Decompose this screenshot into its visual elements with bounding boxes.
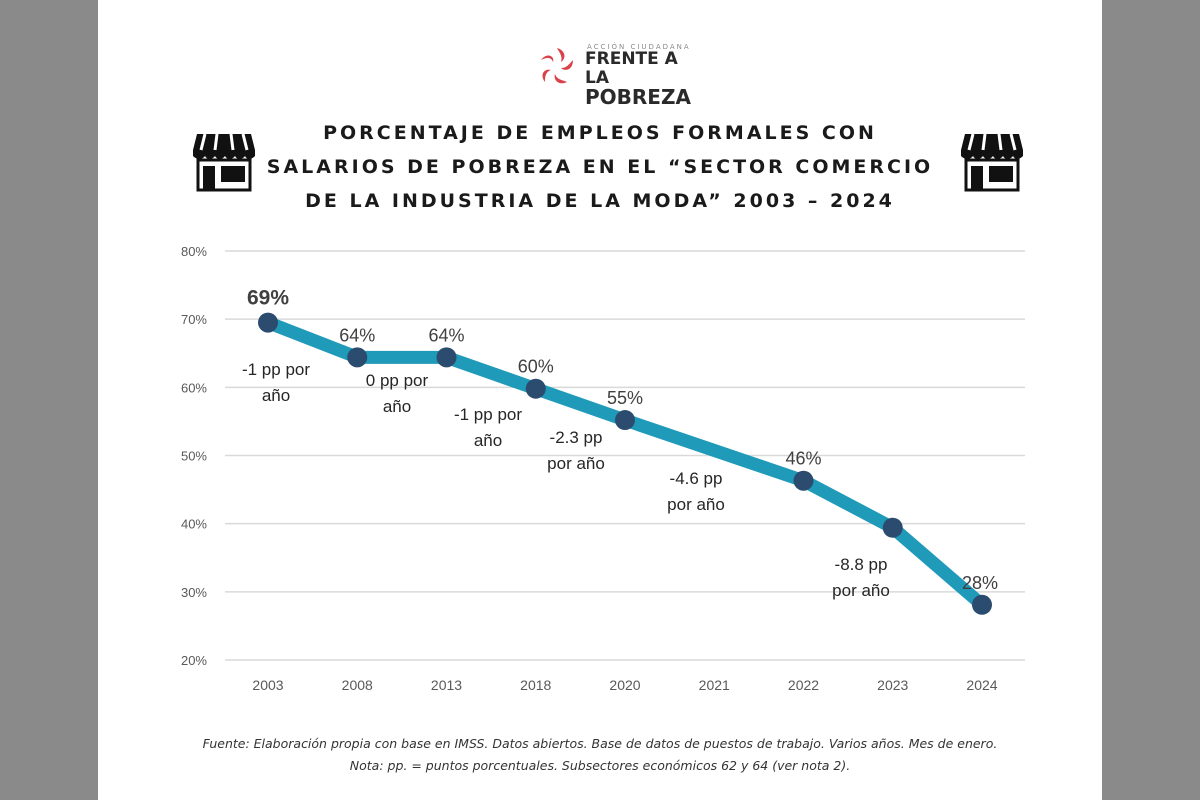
data-point <box>882 517 903 538</box>
title-line: SALARIOS DE POBREZA EN EL “SECTOR COMERC… <box>266 156 934 178</box>
x-tick-label: 2013 <box>431 677 462 693</box>
y-tick-label: 80% <box>181 244 207 259</box>
slope-annotation: -2.3 pp <box>550 428 603 447</box>
slope-annotation: por año <box>832 581 890 600</box>
slope-annotation: año <box>474 431 502 450</box>
logo-line-3: POBREZA <box>585 85 691 109</box>
data-point <box>525 378 546 399</box>
logo-line-2: FRENTE A LA <box>585 49 678 88</box>
line-chart: 20% 30% 40% 50% 60% 70% 80% 2003 2008 2013 2018 202… <box>181 244 1025 693</box>
data-label: 28% <box>962 573 998 593</box>
y-tick-label: 20% <box>181 653 207 668</box>
slope-annotation: por año <box>547 454 605 473</box>
data-point <box>972 594 992 615</box>
y-tick-label: 60% <box>181 380 207 395</box>
x-tick-label: 2023 <box>877 677 908 693</box>
y-tick-label: 50% <box>181 449 207 464</box>
data-label: 64% <box>428 325 464 345</box>
x-tick-label: 2022 <box>788 677 819 693</box>
storefront-icon <box>193 133 255 192</box>
y-tick-label: 30% <box>181 585 207 600</box>
slope-annotation: 0 pp por <box>366 371 429 390</box>
slope-annotation: -8.8 pp <box>835 555 888 574</box>
slope-annotation: -1 pp por <box>242 360 310 379</box>
data-label: 64% <box>339 325 375 345</box>
x-tick-label: 2024 <box>966 677 997 693</box>
x-tick-label: 2008 <box>342 677 373 693</box>
footnote-source: Fuente: Elaboración propia con base en I… <box>202 736 998 751</box>
logo-tagline: ACCIÓN CIUDADANA <box>587 43 691 51</box>
logo: ACCIÓN CIUDADANA FRENTE A LA POBREZA <box>535 40 705 107</box>
data-label: 46% <box>785 449 821 469</box>
data-point <box>615 410 635 431</box>
series-line <box>265 316 987 610</box>
slope-annotation: por año <box>667 495 725 514</box>
data-point <box>258 312 278 333</box>
title-line: PORCENTAJE DE EMPLEOS FORMALES CON <box>323 122 877 144</box>
x-tick-label: 2021 <box>699 677 730 693</box>
data-point <box>347 347 368 368</box>
x-tick-label: 2020 <box>609 677 640 693</box>
data-label: 55% <box>607 388 643 408</box>
data-label: 69% <box>247 287 289 310</box>
x-tick-label: 2018 <box>520 677 551 693</box>
title-line: DE LA INDUSTRIA DE LA MODA” 2003 – 2024 <box>305 190 895 212</box>
data-point <box>436 347 457 368</box>
y-tick-label: 40% <box>181 517 207 532</box>
footnote-note: Nota: pp. = puntos porcentuales. Subsect… <box>349 758 851 773</box>
y-tick-label: 70% <box>181 312 207 327</box>
slope-annotation: año <box>262 386 290 405</box>
slope-annotation: -4.6 pp <box>670 469 723 488</box>
data-point <box>793 470 814 491</box>
logo-swirl-icon <box>541 48 573 84</box>
slope-annotation: -1 pp por <box>454 405 522 424</box>
storefront-icon <box>961 133 1023 192</box>
page-title: PORCENTAJE DE EMPLEOS FORMALES CON SALAR… <box>250 116 950 218</box>
infographic-card <box>98 0 1102 800</box>
footnote: Fuente: Elaboración propia con base en I… <box>150 733 1050 777</box>
slope-annotation: año <box>383 397 411 416</box>
x-tick-label: 2003 <box>252 677 283 693</box>
data-label: 60% <box>518 357 554 377</box>
